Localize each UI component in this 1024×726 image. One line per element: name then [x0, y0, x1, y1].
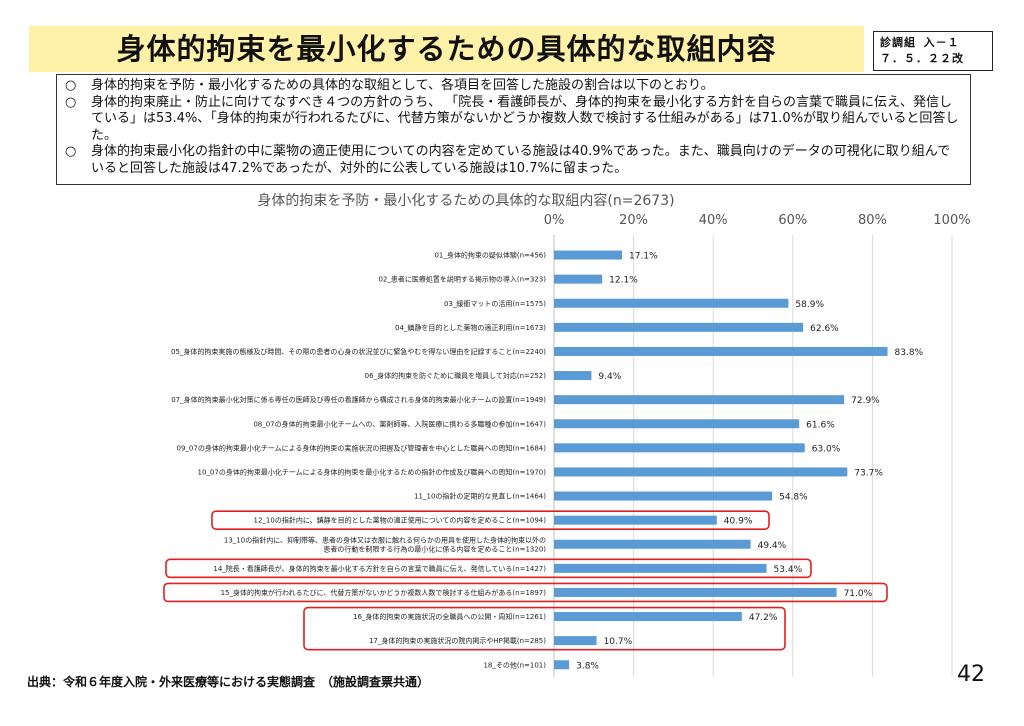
- badge-line-2: ７．５．２２改: [880, 52, 964, 65]
- x-tick-label: 80%: [858, 213, 887, 228]
- x-tick-label: 0%: [544, 213, 565, 228]
- source-note: 出典：令和６年度入院・外来医療等における実態調査 （施設調査票共通）: [27, 675, 430, 689]
- category-label: 15_身体的拘束が行われるたびに、代替方策がないかどうか複数人数で検討する仕組み…: [221, 588, 547, 597]
- chart-title: 身体的拘束を予防・最小化するための具体的な取組内容(n=2673): [257, 192, 674, 209]
- x-tick-label: 40%: [699, 213, 728, 228]
- category-label: 17_身体的拘束の実施状況の院内掲示やHP掲載(n=285): [369, 636, 546, 645]
- bar: [554, 346, 888, 356]
- page-number: 42: [957, 662, 985, 687]
- value-label: 73.7%: [854, 468, 883, 478]
- x-tick-label: 60%: [778, 213, 807, 228]
- value-label: 71.0%: [844, 589, 873, 599]
- bar: [554, 371, 592, 381]
- bar: [554, 563, 767, 573]
- category-label: 06_身体的拘束を防ぐために職員を増員して対応(n=252): [365, 371, 547, 380]
- category-label: 03_緩衝マットの活用(n=1575): [444, 299, 546, 308]
- document-badge: 診調組 入－１ ７．５．２２改: [873, 31, 993, 71]
- bar: [554, 298, 789, 308]
- bar: [554, 587, 837, 597]
- bullet-circle: ○: [65, 78, 77, 93]
- bar: [554, 322, 804, 332]
- summary-text: 身体的拘束廃止・防止に向けてなすべき４つの方針のうち、 「院長・看護師長が、身体…: [91, 94, 959, 143]
- category-label: 13_10の指針内に、抑制帯等、患者の身体又は衣服に触れる何らかの用具を使用した…: [224, 535, 546, 544]
- bar: [554, 636, 597, 646]
- category-label: 10_07の身体的拘束最小化チームによる身体的拘束を最小化するための指針の作成及…: [198, 467, 547, 476]
- category-label: 14_院長・看護師長が、身体的拘束を最小化する方針を自らの言葉で職員に伝え、発信…: [213, 564, 546, 573]
- value-label: 17.1%: [629, 252, 658, 262]
- page-title: 身体的拘束を最小化するための具体的な取組内容: [116, 32, 777, 66]
- value-label: 62.6%: [810, 324, 839, 334]
- value-label: 63.0%: [812, 444, 841, 454]
- category-label: 01_身体的拘束の疑似体験(n=456): [434, 251, 546, 260]
- value-label: 53.4%: [774, 565, 803, 575]
- title-band: [29, 26, 864, 72]
- value-label: 10.7%: [604, 637, 633, 647]
- bar: [554, 539, 751, 549]
- bar: [554, 660, 570, 670]
- summary-text: 身体的拘束を予防・最小化するための具体的な取組として、各項目を回答した施設の割合…: [91, 78, 714, 93]
- highlight-box: [303, 606, 786, 651]
- category-label: 16_身体的拘束の実施状況の全職員への公開・周知(n=1261): [353, 612, 546, 621]
- value-label: 9.4%: [598, 372, 621, 382]
- bar: [554, 612, 742, 622]
- bar: [554, 395, 845, 405]
- value-label: 49.4%: [758, 541, 787, 551]
- value-label: 72.9%: [851, 396, 880, 406]
- category-label: 04_鎮静を目的とした薬物の適正利用(n=1673): [395, 323, 546, 332]
- value-label: 40.9%: [724, 517, 753, 527]
- bar: [554, 443, 805, 453]
- highlight-box: [163, 582, 888, 603]
- category-label-cont: 患者の行動を制限する行為の最小化に係る内容を定めること(n=1320): [323, 544, 546, 553]
- value-label: 61.6%: [806, 420, 835, 430]
- bar: [554, 467, 848, 477]
- bar: [554, 250, 623, 260]
- value-label: 3.8%: [576, 661, 599, 671]
- category-label: 12_10の指針内に、鎮静を目的とした薬物の適正使用についての内容を定めること(…: [254, 516, 547, 525]
- category-label: 11_10の指針の定期的な見直し(n=1464): [414, 492, 546, 501]
- value-label: 12.1%: [609, 276, 638, 286]
- bar: [554, 515, 717, 525]
- value-label: 54.8%: [779, 493, 808, 503]
- value-label: 83.8%: [895, 348, 924, 358]
- x-tick-label: 100%: [933, 213, 970, 228]
- x-tick-label: 20%: [619, 213, 648, 228]
- category-label: 02_患者に医療処置を説明する掲示物の導入(n=323): [378, 275, 546, 284]
- category-label: 18_その他(n=101): [483, 660, 546, 669]
- category-label: 05_身体的拘束実施の態様及び時間、その際の患者の心身の状況並びに緊急やむを得な…: [171, 347, 546, 356]
- category-label: 09_07の身体的拘束最小化チームによる身体的拘束の実施状況の把握及び管理者を中…: [177, 443, 547, 452]
- bullet-circle: ○: [65, 144, 77, 159]
- category-label: 08_07の身体的拘束最小化チームへの、薬剤師等、入院医療に携わる多職種の参加(…: [253, 419, 546, 428]
- bar: [554, 419, 800, 429]
- summary-box: ○ 身体的拘束を予防・最小化するための具体的な取組として、各項目を回答した施設の…: [56, 74, 971, 185]
- summary-item: ○ 身体的拘束最小化の指針の中に薬物の適正使用についての内容を定めている施設は4…: [65, 144, 962, 177]
- bar: [554, 274, 603, 284]
- summary-text: 身体的拘束最小化の指針の中に薬物の適正使用についての内容を定めている施設は40.…: [91, 144, 951, 176]
- category-label: 07_身体的拘束最小化対策に係る専任の医師及び専任の看護師から構成される身体的拘…: [171, 395, 546, 404]
- summary-item: ○ 身体的拘束を予防・最小化するための具体的な取組として、各項目を回答した施設の…: [65, 78, 962, 95]
- bar: [554, 491, 773, 501]
- value-label: 47.2%: [749, 613, 778, 623]
- badge-line-1: 診調組 入－１: [880, 36, 960, 49]
- highlight-box: [165, 558, 812, 579]
- value-label: 58.9%: [795, 300, 824, 310]
- bullet-circle: ○: [65, 94, 77, 110]
- summary-item: ○ 身体的拘束廃止・防止に向けてなすべき４つの方針のうち、 「院長・看護師長が、…: [65, 95, 962, 145]
- highlight-box: [211, 510, 770, 530]
